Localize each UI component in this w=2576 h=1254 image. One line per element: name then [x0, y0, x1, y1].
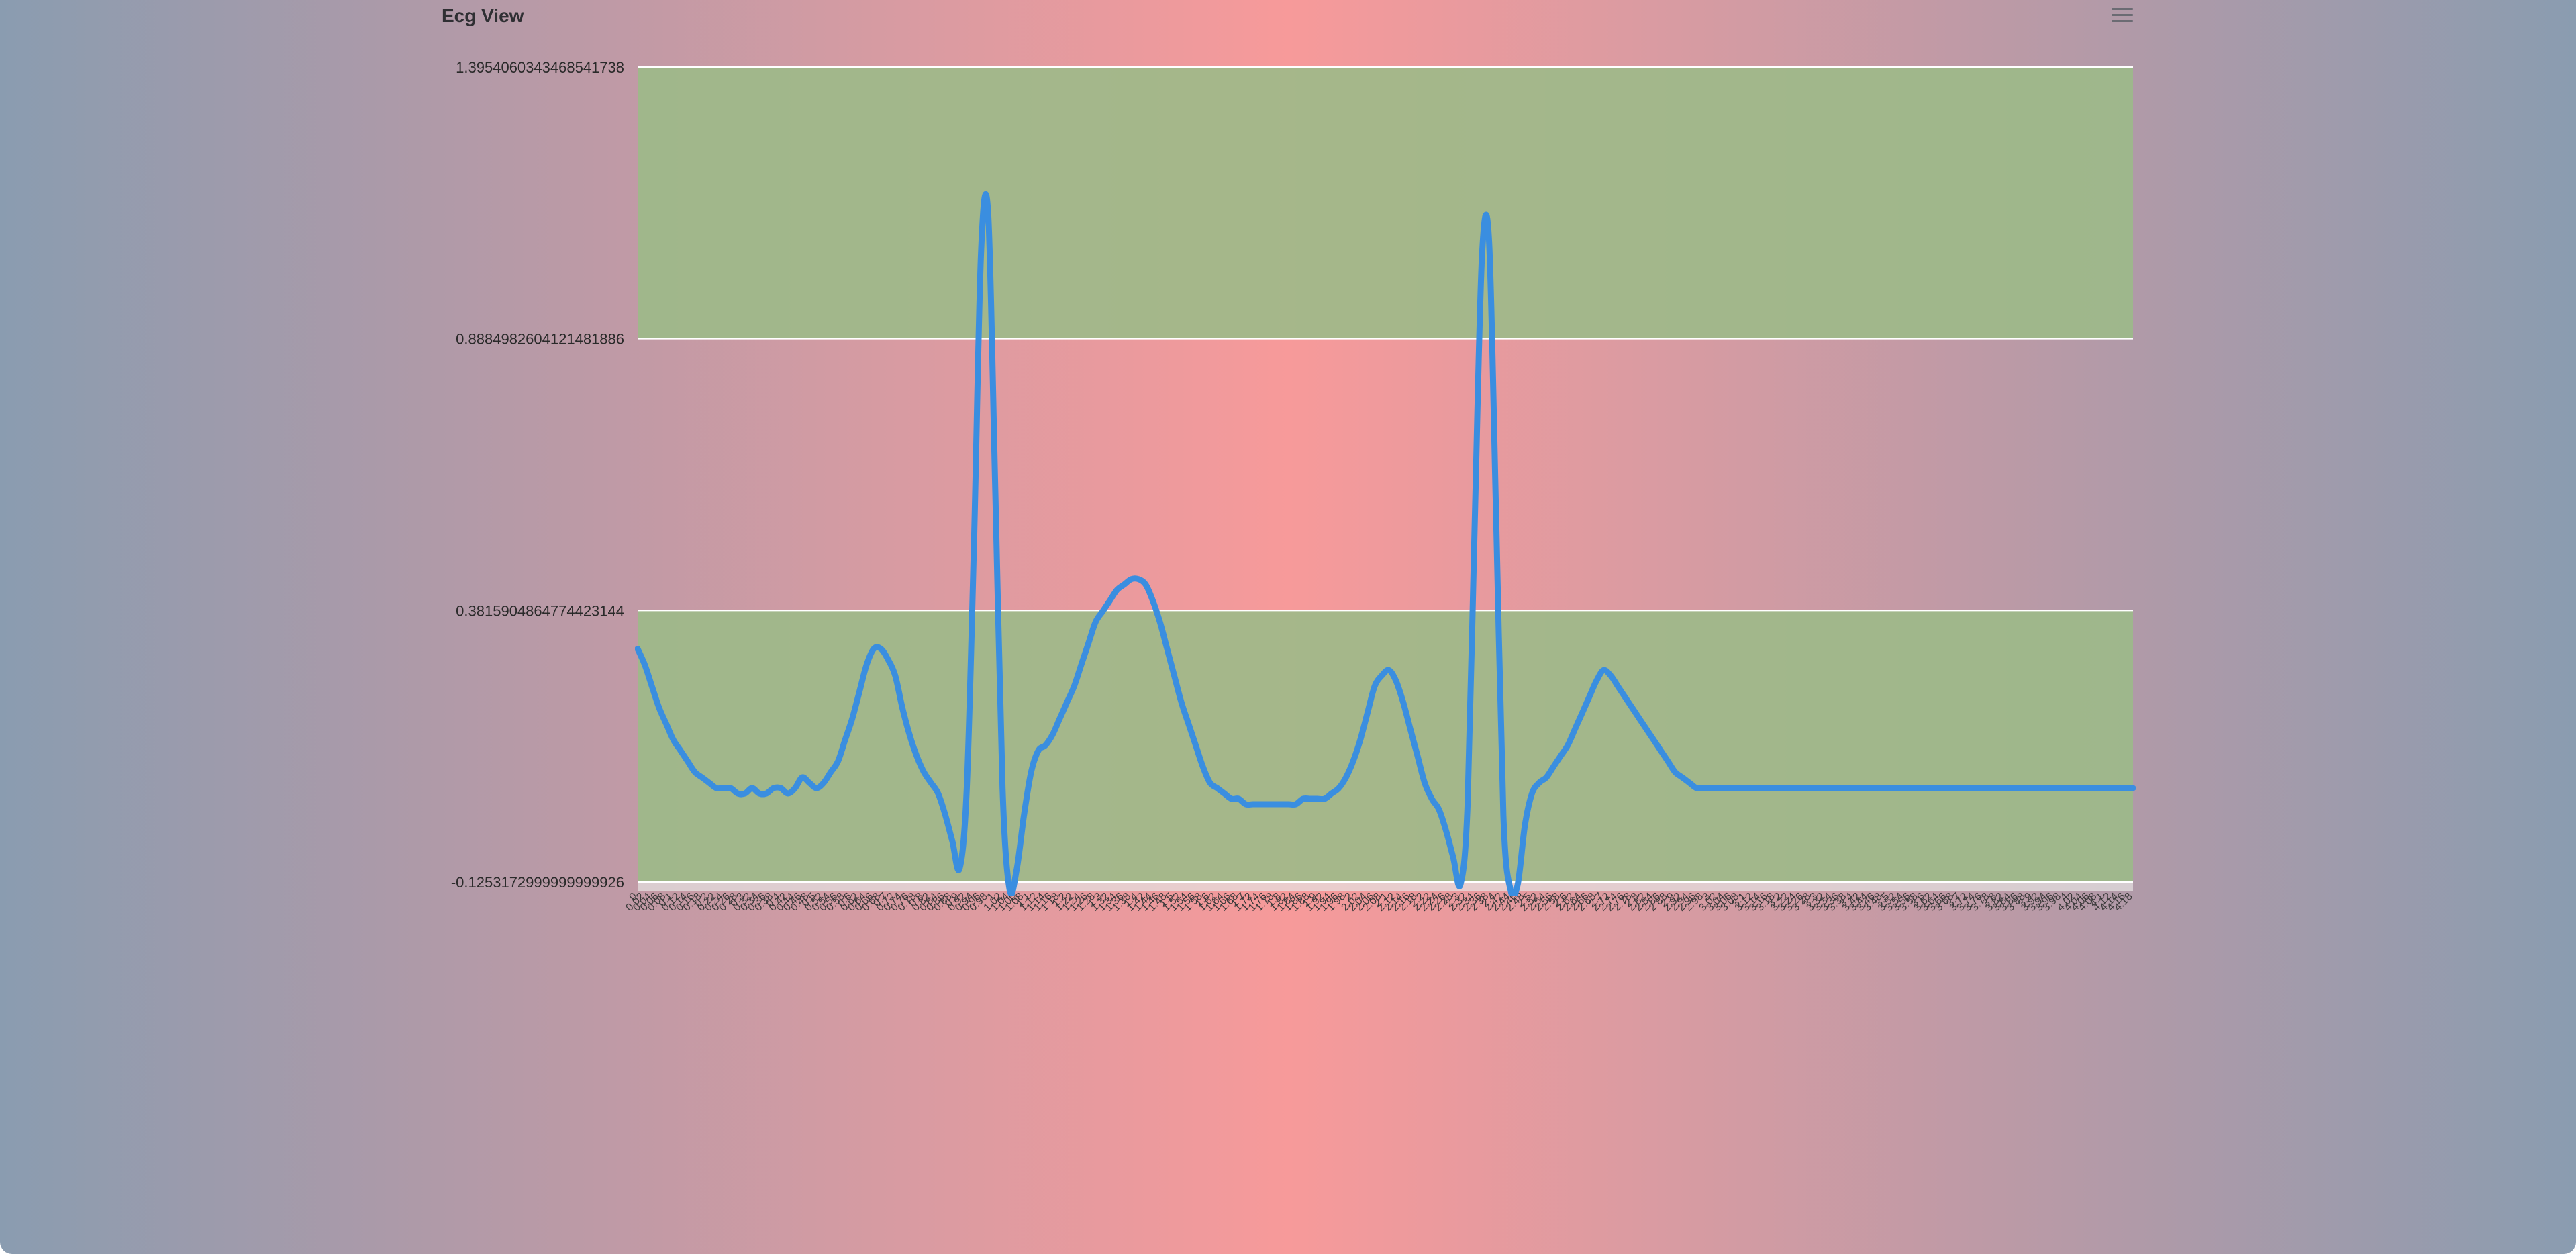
- hamburger-menu-icon[interactable]: [2112, 8, 2133, 24]
- menu-bar: [2112, 8, 2133, 10]
- y-tick-label: 0.8884982604121481886: [456, 331, 624, 348]
- y-tick-label: 1.3954060343468541738: [456, 59, 624, 76]
- plot-band-0: [638, 610, 2133, 882]
- page-title: Ecg View: [442, 5, 524, 26]
- y-tick-label: -0.1253172999999999926: [451, 874, 624, 891]
- plot-bottom-strip: [638, 882, 2133, 891]
- plot-band-1: [638, 67, 2133, 339]
- ecg-series-line: [635, 191, 2136, 896]
- menu-bar: [2112, 14, 2133, 16]
- y-tick-label: 0.3815904864774423144: [456, 602, 624, 619]
- menu-bar: [2112, 20, 2133, 22]
